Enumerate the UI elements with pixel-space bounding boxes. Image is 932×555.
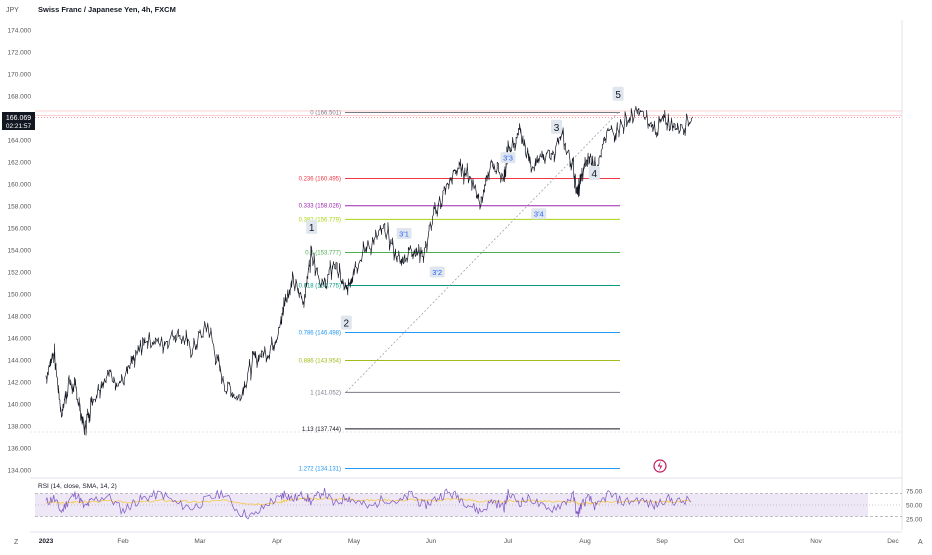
time-tick-label: Aug (579, 538, 591, 545)
price-tick-label: 172.000 (8, 50, 32, 57)
wave-label-text: 5 (615, 90, 621, 101)
wave-label-3-1[interactable]: 3'1 (396, 228, 412, 239)
price-tick-label: 140.000 (8, 402, 32, 409)
wave-label-4[interactable]: 4 (588, 166, 600, 180)
wave-label-badge (429, 266, 445, 278)
wave-label-text: 4 (591, 169, 597, 180)
price-tick-label: 162.000 (8, 160, 32, 167)
wave-label-badge (306, 219, 318, 234)
price-tick-label: 170.000 (8, 72, 32, 79)
fib-level-label: 1 (141.052) (310, 390, 341, 396)
fib-level-label: 1.13 (137.744) (302, 427, 341, 433)
time-tick-label: Mar (194, 538, 206, 545)
wave-label-text: 3'2 (432, 268, 442, 277)
overlay: JPY Swiss Franc / Japanese Yen, 4h, FXCM… (2, 5, 923, 546)
fib-level-label: 0.618 (150.775) (299, 283, 341, 289)
time-tick-label: 2023 (39, 538, 54, 545)
time-tick-label: Jul (504, 538, 513, 545)
price-tick-label: 138.000 (8, 424, 32, 431)
price-tick-label: 154.000 (8, 248, 32, 255)
fib-level-label: 0.886 (143.954) (299, 359, 341, 365)
price-tick-label: 146.000 (8, 336, 32, 343)
price-series (45, 105, 694, 436)
rsi-title[interactable]: RSI (14, close, SMA, 14, 2) (38, 483, 117, 490)
fib-level-label: 0.5 (153.777) (305, 250, 341, 256)
wave-label-badge (396, 228, 412, 239)
wave-label-3-4[interactable]: 3'4 (531, 208, 547, 220)
wave-label-badge (531, 208, 547, 220)
wave-label-3-3[interactable]: 3'3 (500, 152, 516, 164)
price-tick-label: 158.000 (8, 204, 32, 211)
wave-label-1[interactable]: 1 (306, 219, 318, 234)
wave-label-3[interactable]: 3 (551, 119, 563, 134)
wave-label-text: 1 (309, 223, 315, 234)
rsi-tick-label: 75.00 (906, 488, 923, 495)
price-tick-label: 174.000 (8, 28, 32, 35)
fib-level-label: 0 (166.501) (310, 110, 341, 116)
wave-label-2[interactable]: 2 (340, 315, 352, 330)
price-tick-label: 164.000 (8, 138, 32, 145)
wave-label-badge (588, 166, 600, 180)
price-tick-label: 148.000 (8, 314, 32, 321)
price-tick-label: 134.000 (8, 468, 32, 475)
rsi-tick-label: 25.00 (906, 517, 923, 524)
rsi-line (45, 487, 692, 520)
fib-level-label: 0.382 (156.779) (299, 217, 341, 223)
price-tick-label: 136.000 (8, 446, 32, 453)
price-tick-label: 144.000 (8, 358, 32, 365)
price-tick-label: 156.000 (8, 226, 32, 233)
wave-label-text: 3'4 (534, 210, 544, 219)
grid (30, 20, 903, 533)
wave-label-text: 3 (554, 123, 560, 134)
time-tick-label: May (348, 538, 361, 545)
time-tick-label: Jun (426, 538, 437, 545)
price-badge (2, 112, 35, 130)
wave-label-badge (612, 86, 624, 101)
rsi-ma-line (45, 497, 692, 506)
wave-label-text: 3'1 (399, 230, 409, 239)
price-tick-label: 150.000 (8, 292, 32, 299)
fib-level-label: 0.333 (158.026) (299, 204, 341, 210)
price-axis[interactable]: 174.000172.000170.000168.000166.000164.0… (8, 28, 32, 475)
wave-label-text: 3'3 (503, 154, 513, 163)
time-tick-label: Nov (810, 538, 822, 545)
fib-level-label: 1.272 (134.131) (299, 467, 341, 473)
currency-label: JPY (6, 7, 19, 14)
rsi-tick-label: 50.00 (906, 503, 923, 510)
auto-scale-button[interactable]: A (918, 539, 923, 546)
fib-level-label: 0.236 (160.495) (299, 177, 341, 183)
time-tick-label: Dec (887, 538, 899, 545)
fib-level-label: 0.786 (146.498) (299, 331, 341, 337)
price-tick-label: 142.000 (8, 380, 32, 387)
time-tick-label: Apr (272, 538, 283, 545)
time-axis[interactable]: 2023 Feb Mar Apr May Jun Jul Aug Sep Oct Nov Dec (39, 538, 900, 545)
wave-labels[interactable]: 1 2 3 4 5 3'1 3'2 3'3 3'4 (306, 86, 624, 330)
price-tick-label: 160.000 (8, 182, 32, 189)
wave-label-badge (340, 315, 352, 330)
wave-label-5[interactable]: 5 (612, 86, 624, 101)
wave-label-badge (551, 119, 563, 134)
time-tick-label: Feb (117, 538, 129, 545)
fib-retracement[interactable]: 0 (166.501) 0.236 (160.495) 0.333 (158.026… (35, 110, 902, 473)
wave-label-text: 2 (344, 319, 350, 330)
time-tick-label: Oct (734, 538, 744, 545)
price-tick-label: 168.000 (8, 94, 32, 101)
rsi-pane[interactable]: 75.00 50.00 25.00 (35, 487, 923, 524)
wave-label-3-2[interactable]: 3'2 (429, 266, 445, 278)
price-badge-value: 166.069 (6, 115, 31, 122)
alert-icon[interactable] (653, 459, 667, 473)
price-line (45, 105, 694, 436)
time-tick-label: Sep (656, 538, 668, 545)
wave-label-badge (500, 152, 516, 164)
zoom-reset-button[interactable]: Z (14, 539, 19, 546)
price-tick-label: 152.000 (8, 270, 32, 277)
price-badge-countdown: 02:21:57 (6, 123, 32, 130)
symbol-title[interactable]: Swiss Franc / Japanese Yen, 4h, FXCM (38, 5, 176, 14)
